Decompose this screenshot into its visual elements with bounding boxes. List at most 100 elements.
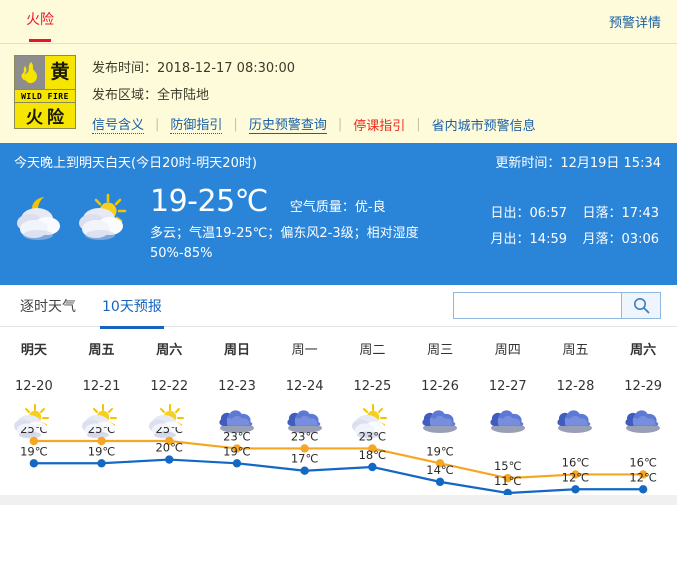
date-label: 12-22 [150, 379, 189, 394]
badge-type-text: 火险 [26, 108, 68, 128]
forecast-date: 12-20 [0, 370, 68, 394]
low-temp-point[interactable] [232, 459, 242, 468]
low-temp-label: 20℃ [155, 441, 183, 455]
warning-link-signal-meaning[interactable]: 信号含义 [92, 114, 145, 134]
warning-body: 黄 WILD FIRE 火险 发布时间：2018-12-17 08:30:00 … [0, 44, 677, 143]
search-button[interactable] [621, 292, 661, 319]
high-temp-label: 25℃ [20, 427, 48, 436]
footer-strip [0, 495, 677, 505]
high-temp-point[interactable] [368, 444, 377, 453]
temp-and-aq-row: 19-25℃ 空气质量：优-良 [150, 187, 462, 217]
high-temp-point[interactable] [435, 459, 445, 468]
tab-fire-risk[interactable]: 火险 [26, 12, 54, 42]
day-name-label: 周日 [223, 343, 250, 358]
tab-10-day-forecast[interactable]: 10天预报 [100, 284, 164, 329]
date-label: 12-27 [488, 379, 527, 394]
high-temp-point[interactable] [638, 470, 648, 479]
forecast-day-name: 明天 [0, 339, 68, 358]
search-box [453, 292, 661, 319]
high-temp-point[interactable] [29, 436, 39, 446]
fire-risk-badge-icon: 黄 WILD FIRE 火险 [14, 55, 76, 129]
low-temp-point[interactable] [165, 455, 174, 464]
high-temp-label: 16℃ [562, 455, 590, 469]
cloudy-icon [203, 404, 271, 440]
high-temp-point[interactable] [97, 436, 106, 446]
low-temp-label: 12℃ [629, 470, 657, 484]
low-temp-label: 12℃ [562, 470, 590, 484]
tab-hourly-weather[interactable]: 逐时天气 [20, 298, 76, 315]
high-temp-point[interactable] [232, 444, 242, 453]
low-temp-point[interactable] [435, 477, 445, 487]
forecast-date: 12-25 [339, 370, 407, 394]
cloudy-icon [271, 404, 339, 440]
low-temp-label: 18℃ [359, 448, 387, 462]
air-quality-label: 空气质量：优-良 [289, 200, 386, 215]
link-separator: | [337, 116, 343, 132]
temperature-range: 19-25℃ [150, 184, 268, 219]
forecast-date: 12-21 [68, 370, 136, 394]
current-weather-text: 19-25℃ 空气质量：优-良 多云；气温19-25℃；偏东风2-3级；相对湿度… [132, 187, 462, 263]
date-label: 12-28 [556, 379, 595, 394]
low-temp-line [33, 458, 644, 495]
low-temp-point[interactable] [97, 459, 106, 468]
moonrise-label-value: 月出：14:59 [490, 232, 567, 247]
link-separator: | [233, 116, 238, 132]
low-temp-point[interactable] [29, 459, 39, 468]
high-temp-point[interactable] [165, 436, 174, 446]
forecast-tabs-row: 逐时天气 10天预报 [0, 284, 677, 329]
warning-detail-link[interactable]: 预警详情 [608, 16, 661, 31]
high-temp-label: 15℃ [494, 459, 522, 473]
high-temp-label: 25℃ [88, 427, 116, 436]
forecast-day-name: 周二 [339, 339, 407, 358]
low-temp-point[interactable] [571, 485, 580, 494]
forecast-day-name: 周五 [68, 339, 136, 358]
high-temp-label: 19℃ [426, 444, 454, 458]
forecast-date: 12-22 [135, 370, 203, 394]
high-temp-line [33, 439, 644, 480]
day-name-label: 明天 [20, 343, 47, 358]
high-temp-point[interactable] [300, 444, 309, 453]
low-temp-point[interactable] [368, 462, 377, 472]
forecast-day-name: 周五 [542, 339, 610, 358]
warning-issue-time: 发布时间：2018-12-17 08:30:00 [92, 61, 296, 76]
temperature-chart: 25℃ 25℃ 25℃ 23℃ 23℃ 23℃ 19℃ 15℃ 16℃ 16℃ 19℃ 19℃ 20℃ 1… [0, 422, 677, 505]
forecast-day-name: 周三 [406, 339, 474, 358]
high-temp-label: 25℃ [155, 427, 183, 436]
day-name-label: 周五 [88, 343, 115, 358]
day-name-label: 周四 [494, 343, 521, 358]
update-time-label: 更新时间：12月19日 15:34 [495, 156, 661, 171]
partly-cloudy-icon [68, 404, 136, 440]
low-temp-label: 17℃ [291, 452, 319, 466]
ten-day-forecast: 明天 周五 周六 周日 周一 周二 周三 周四 周五 周六 12-20 12-21 12-22 12-2… [0, 327, 677, 505]
warning-issue-area: 发布区域：全市陆地 [92, 88, 210, 103]
warning-link-defense-guide[interactable]: 防御指引 [170, 114, 223, 134]
warning-link-province-cities[interactable]: 省内城市预警信息 [431, 118, 536, 134]
forecast-date: 12-23 [203, 370, 271, 394]
partly-cloudy-day-icon [76, 193, 132, 245]
day-name-label: 周六 [156, 343, 183, 358]
moon-times-row: 月出：14:59 月落：03:06 [491, 227, 659, 253]
low-temp-point[interactable] [300, 466, 309, 475]
badge-level-char: 黄 [45, 56, 75, 89]
warning-link-history-query[interactable]: 历史预警查询 [248, 114, 327, 134]
partly-cloudy-night-icon [14, 193, 70, 245]
warning-link-class-suspension[interactable]: 停课指引 [353, 118, 406, 134]
low-temp-label: 14℃ [426, 463, 454, 477]
forecast-date: 12-29 [609, 370, 677, 394]
current-weather-icons [14, 187, 132, 263]
date-label: 12-25 [353, 379, 392, 394]
search-icon [633, 298, 649, 314]
search-input[interactable] [453, 292, 621, 319]
forecast-day-names-row: 明天 周五 周六 周日 周一 周二 周三 周四 周五 周六 [0, 327, 677, 358]
cloudy-icon [542, 404, 610, 440]
date-label: 12-23 [218, 379, 256, 394]
cloudy-icon [474, 404, 542, 440]
forecast-icons-row [0, 404, 677, 440]
high-temp-point[interactable] [571, 470, 580, 479]
day-name-label: 周六 [630, 343, 657, 358]
low-temp-point[interactable] [638, 485, 648, 494]
high-temp-point[interactable] [503, 473, 512, 483]
sunrise-label-value: 日出：06:57 [490, 206, 567, 221]
forecast-period-label: 今天晚上到明天白天(今日20时-明天20时) [14, 156, 257, 171]
high-temp-label: 16℃ [629, 455, 657, 469]
